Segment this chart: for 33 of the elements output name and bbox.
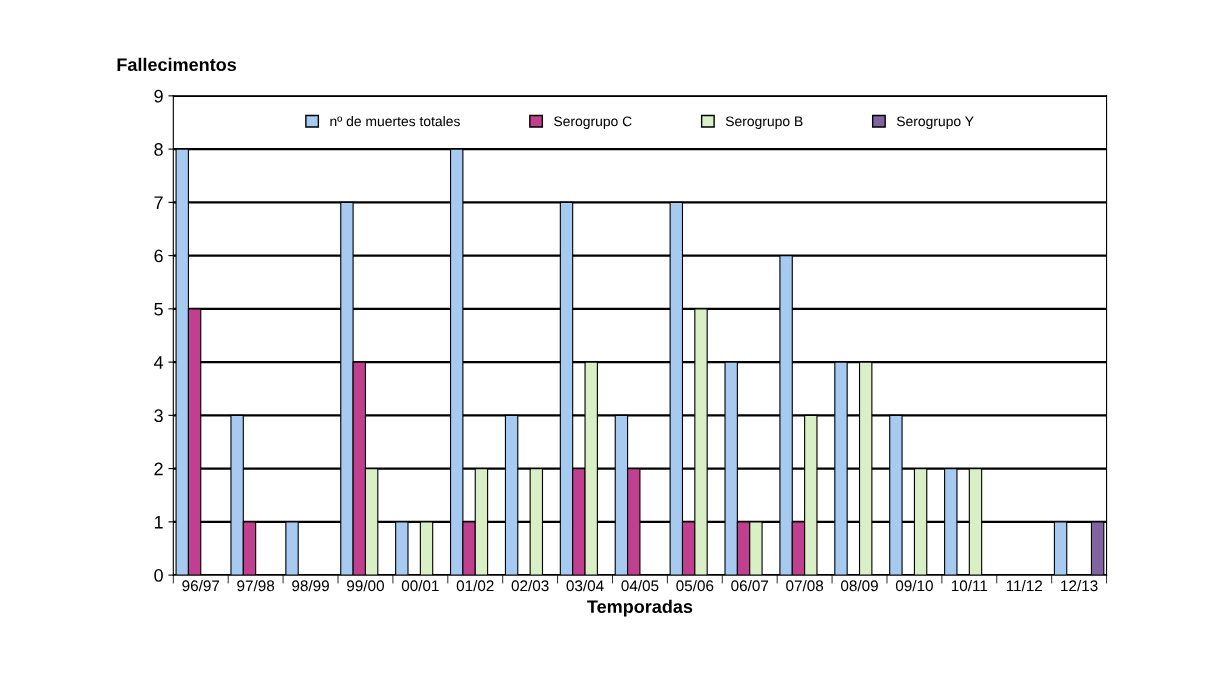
y-tick-label: 8 bbox=[154, 143, 163, 156]
y-tick-label: 7 bbox=[154, 196, 163, 209]
y-tick-label: 3 bbox=[154, 409, 163, 423]
x-tick-label: 99/00 bbox=[347, 579, 384, 592]
x-tick-label: 00/01 bbox=[401, 579, 439, 592]
x-tick-label: 09/10 bbox=[895, 579, 933, 592]
x-tick-label: 04/05 bbox=[621, 579, 659, 592]
y-tick-label: 0 bbox=[154, 569, 163, 582]
x-tick-label: 97/98 bbox=[237, 579, 275, 592]
legend-label: nº de muertes totales bbox=[330, 116, 460, 127]
y-tick-label: 5 bbox=[154, 302, 163, 316]
legend-label: Serogrupo C bbox=[554, 116, 632, 129]
y-tick-label: 6 bbox=[154, 249, 163, 263]
x-axis-title: Temporadas bbox=[587, 599, 693, 617]
y-tick-label: 9 bbox=[154, 89, 163, 103]
x-tick-label: 07/08 bbox=[786, 579, 824, 592]
x-tick-label: 06/07 bbox=[731, 579, 769, 592]
x-tick-label: 02/03 bbox=[511, 579, 549, 592]
x-tick-label: 08/09 bbox=[841, 579, 878, 592]
x-tick-label: 98/99 bbox=[292, 579, 329, 592]
x-tick-label: 05/06 bbox=[676, 579, 714, 592]
legend-label: Serogrupo Y bbox=[896, 116, 974, 129]
y-tick-label: 1 bbox=[154, 515, 163, 529]
x-tick-label: 01/02 bbox=[456, 579, 494, 592]
x-tick-label: 10/11 bbox=[951, 579, 988, 592]
legend-label: Serogrupo B bbox=[725, 116, 803, 129]
x-tick-label: 96/97 bbox=[182, 579, 220, 592]
x-tick-label: 12/13 bbox=[1061, 579, 1098, 592]
y-tick-label: 2 bbox=[154, 462, 163, 476]
x-tick-label: 11/12 bbox=[1006, 579, 1042, 592]
x-tick-label: 03/04 bbox=[566, 579, 604, 592]
y-tick-label: 4 bbox=[153, 356, 164, 369]
y-axis-title: Fallecimentos bbox=[117, 57, 237, 72]
